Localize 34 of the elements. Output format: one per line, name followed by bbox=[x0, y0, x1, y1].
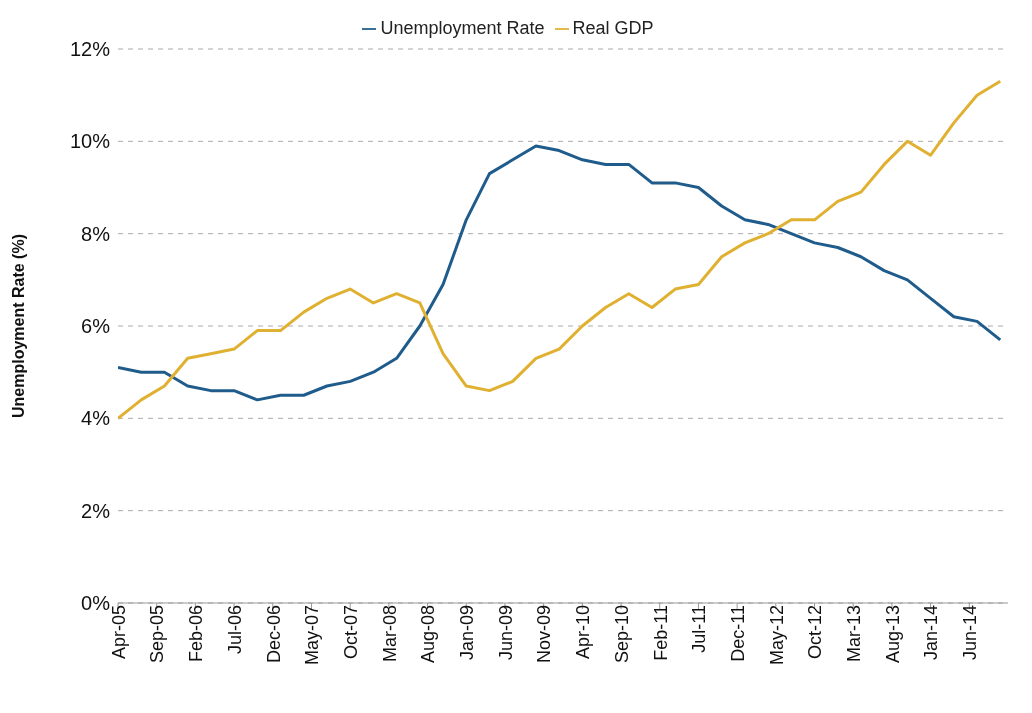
legend-label: Real GDP bbox=[572, 18, 654, 38]
y-axis-title: Unemployment Rate (%) bbox=[9, 233, 27, 419]
x-tick-label: Jul-11 bbox=[689, 605, 710, 653]
x-tick-label: Dec-11 bbox=[727, 605, 748, 662]
x-tick-label: Jan-14 bbox=[921, 605, 942, 661]
x-tick-label: Mar-08 bbox=[379, 605, 400, 663]
y-tick-label: 8% bbox=[81, 222, 111, 245]
line-series bbox=[118, 144, 1002, 402]
x-tick-label: Oct-07 bbox=[340, 605, 361, 660]
x-tick-label: Feb-11 bbox=[650, 605, 671, 661]
x-tick-label: Feb-06 bbox=[186, 605, 207, 663]
x-tick-label: Dec-06 bbox=[263, 605, 284, 664]
x-tick-label: Mar-13 bbox=[844, 605, 864, 663]
line-series bbox=[118, 79, 1002, 420]
x-tick-label: Jan-09 bbox=[457, 605, 478, 661]
legend-label: Unemployment Rate bbox=[380, 18, 545, 38]
x-tick-label: Jun-09 bbox=[495, 605, 516, 661]
x-tick-label: Jun-14 bbox=[960, 605, 981, 661]
x-tick-label: Apr-10 bbox=[573, 605, 594, 660]
y-tick-label: 6% bbox=[81, 315, 111, 338]
x-tick-label: Sep-10 bbox=[611, 605, 632, 664]
x-tick-label: Jul-06 bbox=[224, 605, 245, 655]
x-tick-label: Aug-13 bbox=[882, 605, 903, 664]
y-tick-label: 10% bbox=[69, 130, 111, 153]
y-tick-label: 12% bbox=[69, 38, 111, 61]
x-tick-label: Oct-12 bbox=[805, 605, 826, 660]
x-tick-label: Nov-09 bbox=[534, 605, 555, 664]
x-tick-label: Sep-05 bbox=[147, 605, 168, 664]
y-tick-label: 4% bbox=[81, 407, 111, 430]
y-tick-label: 2% bbox=[81, 499, 111, 522]
x-tick-label: May-07 bbox=[302, 605, 323, 666]
x-tick-label: May-12 bbox=[766, 605, 787, 666]
x-tick-label: Aug-08 bbox=[418, 605, 439, 664]
y-tick-label: 0% bbox=[81, 592, 111, 615]
